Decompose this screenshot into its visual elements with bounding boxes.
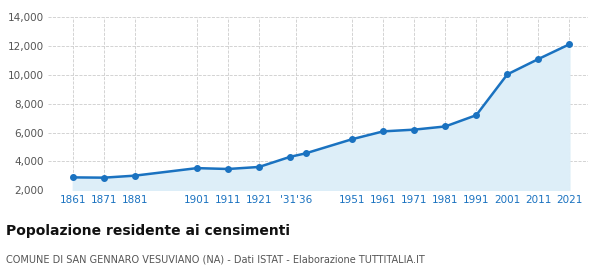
Text: Popolazione residente ai censimenti: Popolazione residente ai censimenti bbox=[6, 224, 290, 238]
Text: COMUNE DI SAN GENNARO VESUVIANO (NA) - Dati ISTAT - Elaborazione TUTTITALIA.IT: COMUNE DI SAN GENNARO VESUVIANO (NA) - D… bbox=[6, 255, 425, 265]
